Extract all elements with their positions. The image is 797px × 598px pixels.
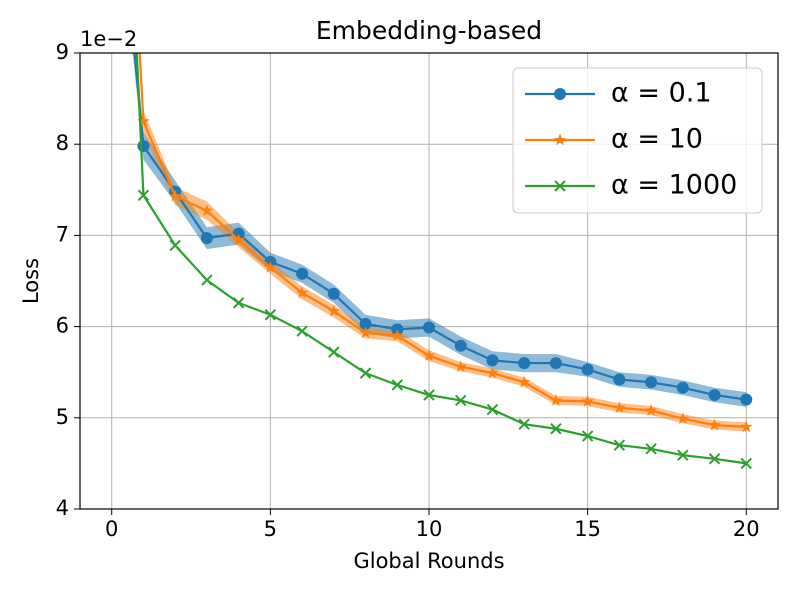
marker xyxy=(518,375,531,388)
marker xyxy=(295,286,309,299)
marker xyxy=(581,394,594,407)
error-band xyxy=(138,53,747,432)
axes: 0 5 10 15 20 4 5 6 7 8 9 xyxy=(56,40,760,541)
legend-box xyxy=(512,67,763,214)
marker xyxy=(549,393,563,406)
marker xyxy=(391,329,404,341)
y-tick-label: 5 xyxy=(56,405,69,429)
marker xyxy=(676,412,689,424)
y-offset-label: 1e−2 xyxy=(80,27,137,51)
marker xyxy=(740,457,752,470)
marker xyxy=(613,401,626,414)
marker xyxy=(554,88,566,100)
y-tick-label: 4 xyxy=(56,496,69,520)
marker xyxy=(708,418,721,431)
marker xyxy=(201,274,213,286)
legend: α = 0.1 α = 10 α = 1000 xyxy=(512,67,763,214)
marker xyxy=(486,403,499,416)
x-tick-label: 0 xyxy=(105,517,118,541)
marker xyxy=(454,360,467,372)
x-tick-label: 20 xyxy=(733,517,760,541)
marker xyxy=(359,326,372,339)
marker xyxy=(359,317,372,330)
marker xyxy=(422,349,436,362)
marker xyxy=(644,404,658,416)
marker xyxy=(423,389,435,401)
marker xyxy=(518,418,530,430)
marker xyxy=(645,443,657,455)
marker xyxy=(169,239,181,252)
marker xyxy=(645,376,658,389)
marker xyxy=(232,233,245,246)
marker xyxy=(708,453,721,465)
x-tick-label: 10 xyxy=(416,517,443,541)
marker xyxy=(327,304,340,317)
plot-area xyxy=(132,53,753,470)
x-tick-label: 15 xyxy=(574,517,601,541)
marker xyxy=(359,367,372,379)
marker xyxy=(296,325,308,337)
legend-label: α = 1000 xyxy=(611,170,737,201)
y-tick-label: 7 xyxy=(56,222,69,246)
marker xyxy=(264,260,277,273)
marker xyxy=(137,114,150,127)
marker xyxy=(327,287,340,300)
marker xyxy=(613,439,626,451)
y-tick-label: 8 xyxy=(56,131,69,155)
marker xyxy=(708,389,721,401)
marker xyxy=(200,232,213,245)
marker xyxy=(391,379,403,391)
y-tick-label: 6 xyxy=(56,314,69,338)
marker xyxy=(553,133,567,146)
legend-label: α = 10 xyxy=(611,124,703,155)
marker xyxy=(455,394,467,407)
marker xyxy=(554,180,566,192)
marker xyxy=(200,204,214,217)
marker xyxy=(676,381,689,394)
marker xyxy=(137,140,150,153)
marker xyxy=(581,363,594,376)
chart-title: Embedding-based xyxy=(316,16,542,45)
error-band xyxy=(132,53,747,407)
legend-label: α = 0.1 xyxy=(611,78,712,109)
marker xyxy=(486,354,499,367)
marker xyxy=(486,366,499,379)
marker xyxy=(328,346,340,358)
marker xyxy=(550,423,562,435)
marker xyxy=(518,357,531,370)
marker xyxy=(232,297,245,309)
marker xyxy=(423,321,435,334)
marker xyxy=(549,357,562,370)
marker xyxy=(454,339,467,352)
marker xyxy=(677,449,689,461)
x-axis-label: Global Rounds xyxy=(353,549,504,573)
marker xyxy=(169,189,182,202)
marker xyxy=(740,420,753,433)
y-axis-label: Loss xyxy=(19,258,43,304)
marker xyxy=(613,373,626,386)
marker xyxy=(296,267,309,280)
y-tick-label: 9 xyxy=(56,40,69,64)
marker xyxy=(740,393,753,406)
x-tick-label: 5 xyxy=(264,517,277,541)
marker xyxy=(581,430,594,442)
marker xyxy=(137,189,150,201)
marker xyxy=(264,309,277,321)
